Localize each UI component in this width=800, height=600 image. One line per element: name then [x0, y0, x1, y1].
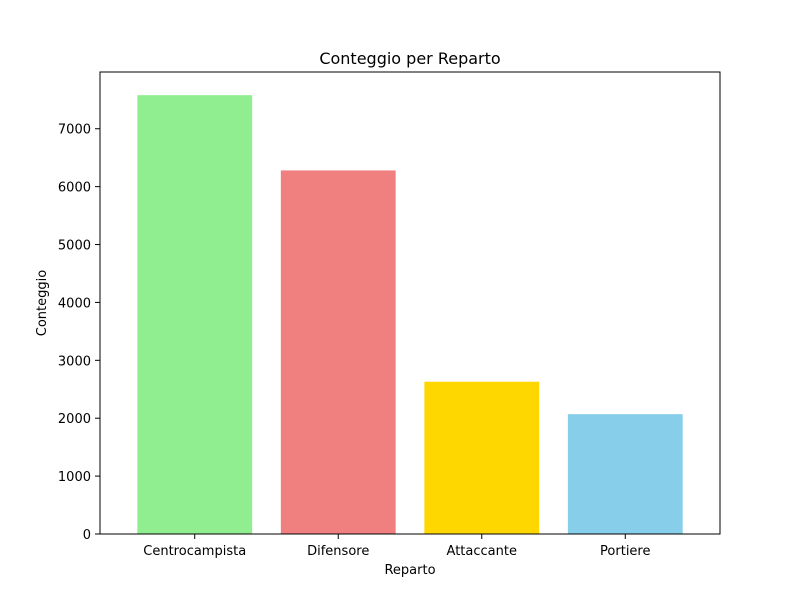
y-tick-label: 2000 — [58, 412, 91, 427]
y-tick-label: 0 — [83, 528, 91, 543]
y-tick-label: 3000 — [58, 354, 91, 369]
y-tick-label: 1000 — [58, 470, 91, 485]
x-axis-ticks: Centrocampista Difensore Attaccante Portier… — [143, 534, 651, 559]
x-tick-label: Centrocampista — [143, 544, 246, 559]
y-axis-ticks: 0 1000 2000 3000 4000 5000 6000 7000 — [58, 123, 100, 543]
bar-attaccante — [424, 381, 540, 534]
y-tick-label: 5000 — [58, 239, 91, 254]
y-tick-label: 4000 — [58, 296, 91, 311]
bar-portiere — [567, 414, 683, 534]
x-tick-label: Difensore — [307, 544, 369, 559]
x-tick-label: Attaccante — [447, 544, 517, 559]
y-tick-label: 7000 — [58, 123, 91, 138]
bar-centrocampista — [137, 95, 253, 534]
x-tick-label: Portiere — [600, 544, 650, 559]
bar-difensore — [280, 170, 396, 534]
y-axis-label: Conteggio — [35, 270, 50, 336]
y-tick-label: 6000 — [58, 181, 91, 196]
x-axis-label: Reparto — [384, 563, 435, 578]
bars-group — [137, 95, 683, 534]
plot-frame — [99, 71, 721, 535]
chart-title: Conteggio per Reparto — [319, 49, 500, 68]
